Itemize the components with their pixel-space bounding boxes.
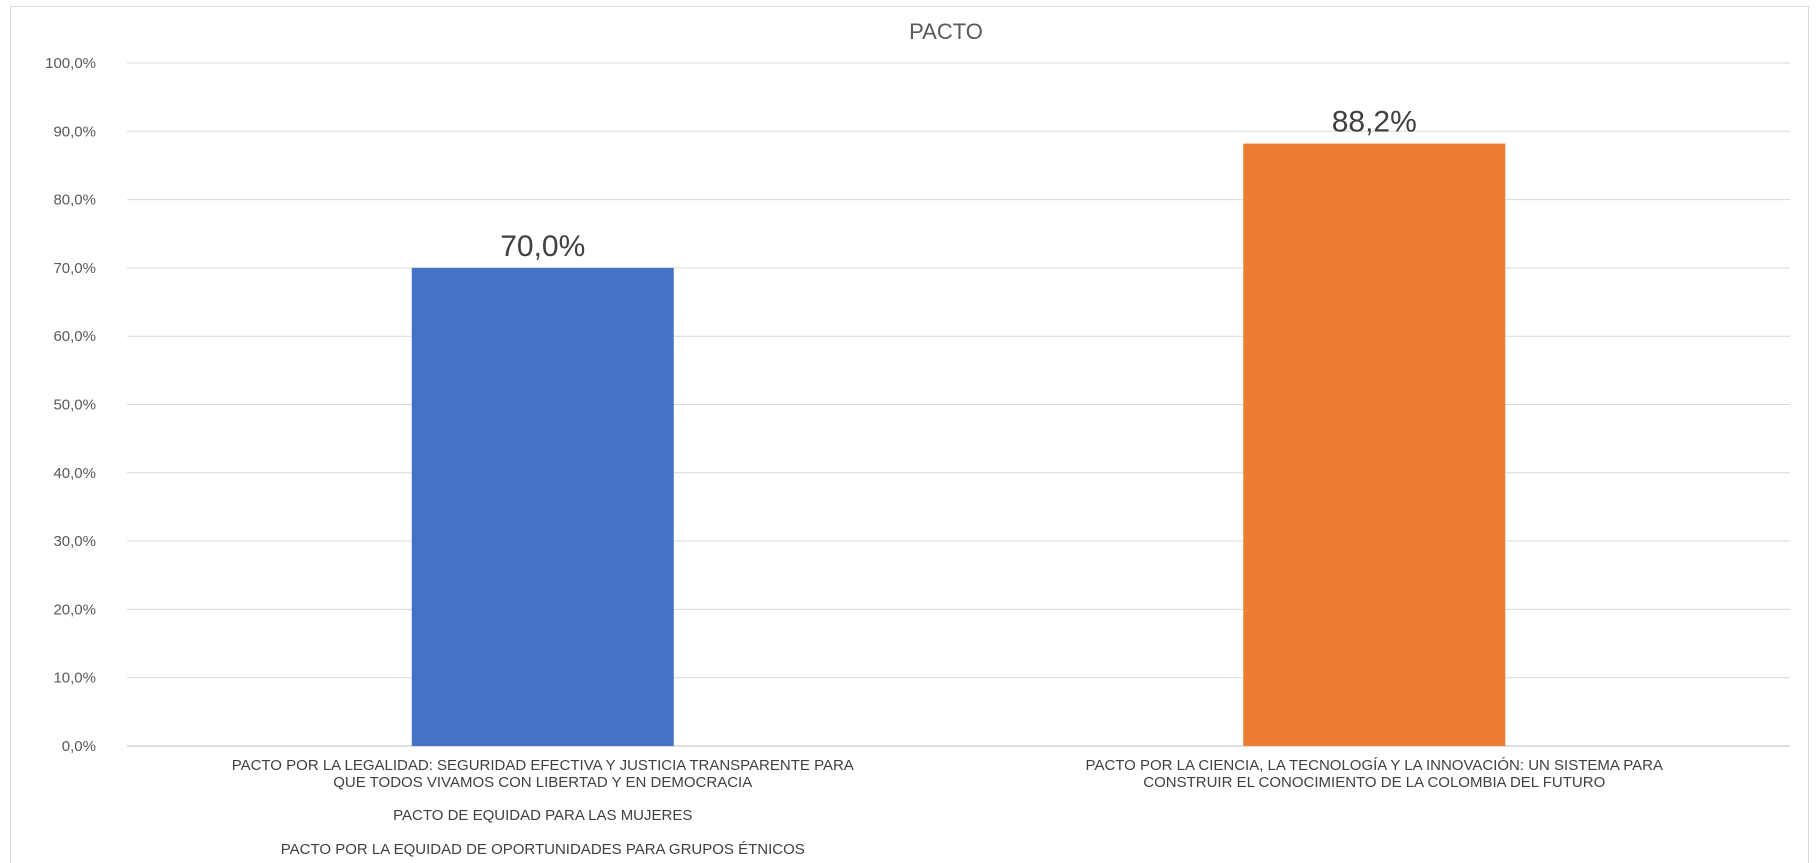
category-labels: PACTO POR LA LEGALIDAD: SEGURIDAD EFECTI… bbox=[232, 757, 1663, 858]
y-tick-label: 10,0% bbox=[53, 670, 96, 687]
y-tick-label: 20,0% bbox=[53, 601, 96, 618]
y-tick-label: 50,0% bbox=[53, 397, 96, 414]
y-tick-label: 40,0% bbox=[53, 465, 96, 482]
category-label-line: QUE TODOS VIVAMOS CON LIBERTAD Y EN DEMO… bbox=[333, 774, 752, 791]
category-label-line: PACTO POR LA CIENCIA, LA TECNOLOGÍA Y LA… bbox=[1086, 757, 1663, 774]
chart-frame bbox=[10, 6, 1809, 863]
data-label: 88,2% bbox=[1332, 106, 1417, 139]
y-axis-ticks: 0,0% 10,0% 20,0% 30,0% 40,0% 50,0% 60,0% 70,0% 8… bbox=[45, 55, 96, 755]
y-tick-label: 30,0% bbox=[53, 533, 96, 550]
category-label-line: CONSTRUIR EL CONOCIMIENTO DE LA COLOMBIA… bbox=[1143, 774, 1605, 791]
y-tick-label: 70,0% bbox=[53, 260, 96, 277]
category-label-extra: PACTO DE EQUIDAD PARA LAS MUJERES bbox=[393, 807, 692, 824]
bar bbox=[411, 267, 674, 746]
category-label-line: PACTO POR LA LEGALIDAD: SEGURIDAD EFECTI… bbox=[232, 757, 854, 774]
y-tick-label: 0,0% bbox=[62, 738, 96, 755]
y-tick-label: 60,0% bbox=[53, 328, 96, 345]
data-label: 70,0% bbox=[500, 230, 585, 263]
y-tick-label: 90,0% bbox=[53, 123, 96, 140]
bars: 70,0% 88,2% bbox=[411, 106, 1506, 746]
bar bbox=[1243, 143, 1506, 746]
chart-title: PACTO bbox=[909, 19, 983, 44]
y-tick-label: 80,0% bbox=[53, 192, 96, 209]
grid-lines bbox=[127, 62, 1790, 747]
category-label-extra: PACTO POR LA EQUIDAD DE OPORTUNIDADES PA… bbox=[281, 841, 805, 858]
y-tick-label: 100,0% bbox=[45, 55, 96, 72]
